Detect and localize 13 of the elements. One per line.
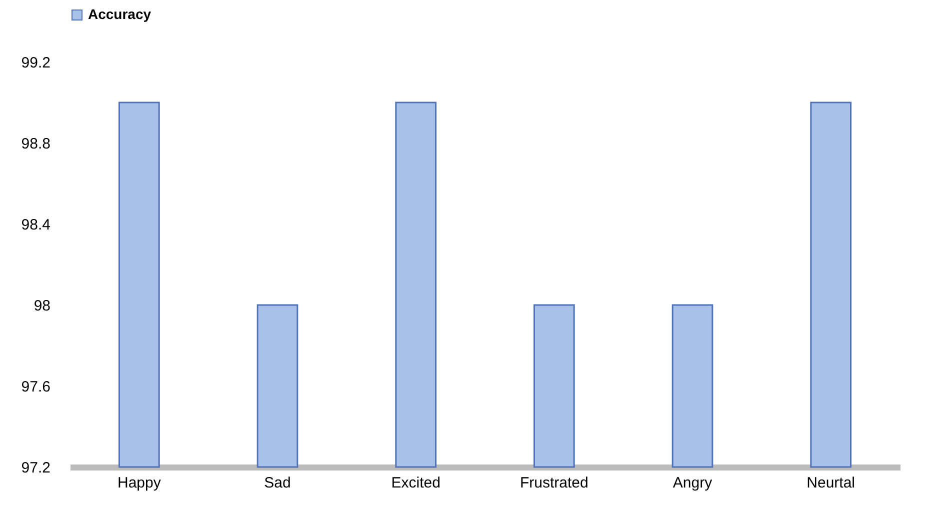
legend-label: Accuracy — [88, 6, 152, 22]
x-tick-label: Sad — [264, 474, 291, 492]
y-tick-label: 97.6 — [21, 378, 50, 396]
y-tick-label: 97.2 — [21, 460, 50, 476]
y-tick-label: 98 — [34, 298, 50, 314]
y-tick-label: 99.2 — [21, 54, 50, 72]
x-tick-label: Frustrated — [520, 474, 588, 492]
y-tick-label: 98.4 — [21, 216, 50, 234]
x-tick-label: Happy — [117, 474, 162, 492]
x-tick-label: Angry — [672, 474, 713, 492]
y-tick-label: 98.8 — [21, 136, 50, 152]
x-tick-label: Neurtal — [806, 474, 856, 492]
x-tick-label: Excited — [391, 474, 440, 492]
